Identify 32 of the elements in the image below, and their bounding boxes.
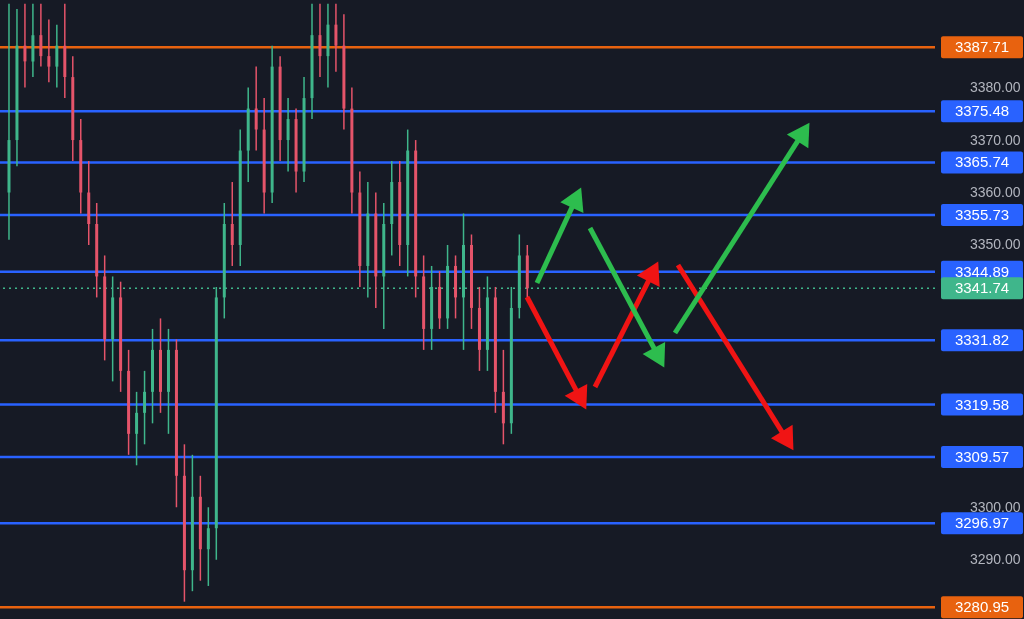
- ref-line-label: 3375.48: [954, 102, 1010, 120]
- ref-line-label: 3331.82: [954, 331, 1010, 349]
- ref-line-label: 3365.74: [954, 153, 1010, 171]
- y-tick-label: 3290.00: [969, 551, 1021, 568]
- candlestick: [286, 97, 290, 173]
- ref-line-label: 3355.73: [954, 205, 1010, 223]
- candlestick: [469, 233, 473, 330]
- candlestick: [55, 23, 59, 89]
- candlestick: [47, 18, 51, 84]
- y-tick-label: 3300.00: [969, 498, 1021, 515]
- candlestick: [206, 506, 210, 587]
- ref-line-label: 3319.58: [954, 395, 1010, 413]
- candlestick: [143, 370, 147, 446]
- candlestick: [254, 65, 258, 152]
- ref-line-label: 3280.95: [954, 598, 1010, 616]
- y-tick-label: 3360.00: [969, 184, 1021, 201]
- candlestick: [318, 2, 322, 78]
- ref-line-label: 3296.97: [954, 514, 1010, 532]
- candlestick: [159, 317, 162, 414]
- candlestick: [334, 2, 338, 73]
- ref-line-label: 3309.57: [954, 448, 1010, 466]
- y-tick-label: 3380.00: [969, 79, 1021, 96]
- candlestick: [230, 181, 234, 267]
- candlestick: [23, 2, 27, 89]
- candlestick: [39, 2, 43, 68]
- y-tick-label: 3370.00: [969, 131, 1021, 148]
- y-tick-label: 3350.00: [969, 236, 1021, 253]
- ref-line-label: 3341.74: [954, 279, 1010, 297]
- ref-line-label: 3387.71: [954, 38, 1010, 56]
- candlestick: [151, 328, 155, 425]
- candlestick: [135, 391, 139, 467]
- ref-line-label: 3344.89: [954, 262, 1010, 280]
